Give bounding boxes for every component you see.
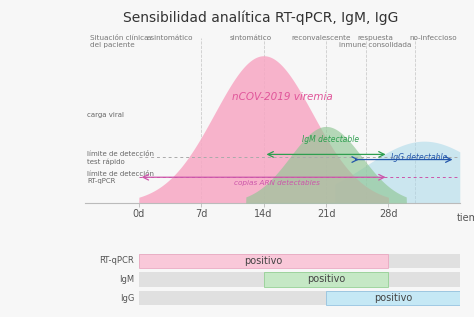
Text: nCOV-2019 viremia: nCOV-2019 viremia (232, 92, 333, 102)
Text: límite de detección
test rápido: límite de detección test rápido (87, 151, 154, 165)
Bar (139, 272, 460, 287)
Text: sintomático: sintomático (229, 35, 271, 41)
Text: respuesta
inmune consolidada: respuesta inmune consolidada (339, 35, 411, 48)
Bar (139, 254, 389, 268)
Bar (326, 291, 460, 305)
Text: positivo: positivo (245, 256, 283, 266)
Text: tiempo: tiempo (457, 213, 474, 223)
Text: RT-qPCR: RT-qPCR (100, 256, 134, 265)
Text: Situación clínica
del paciente: Situación clínica del paciente (90, 35, 148, 48)
Text: positivo: positivo (374, 293, 412, 303)
Bar (139, 254, 460, 268)
Text: límite de detección
RT-qPCR: límite de detección RT-qPCR (87, 171, 154, 184)
Text: IgG detectable: IgG detectable (392, 153, 448, 162)
Text: no-infeccioso: no-infeccioso (409, 35, 457, 41)
Text: IgM: IgM (119, 275, 134, 284)
Text: IgM detectable: IgM detectable (302, 135, 359, 144)
Text: IgG: IgG (120, 294, 134, 303)
Text: copias ARN detectables: copias ARN detectables (234, 179, 320, 185)
Bar (264, 272, 389, 287)
Text: Sensibilidad analítica RT-qPCR, IgM, IgG: Sensibilidad analítica RT-qPCR, IgM, IgG (123, 11, 398, 25)
Text: reconvalescente: reconvalescente (292, 35, 351, 41)
Bar (139, 291, 460, 305)
Text: asintomático: asintomático (147, 35, 193, 41)
Text: carga viral: carga viral (87, 112, 124, 118)
Text: positivo: positivo (307, 275, 345, 284)
